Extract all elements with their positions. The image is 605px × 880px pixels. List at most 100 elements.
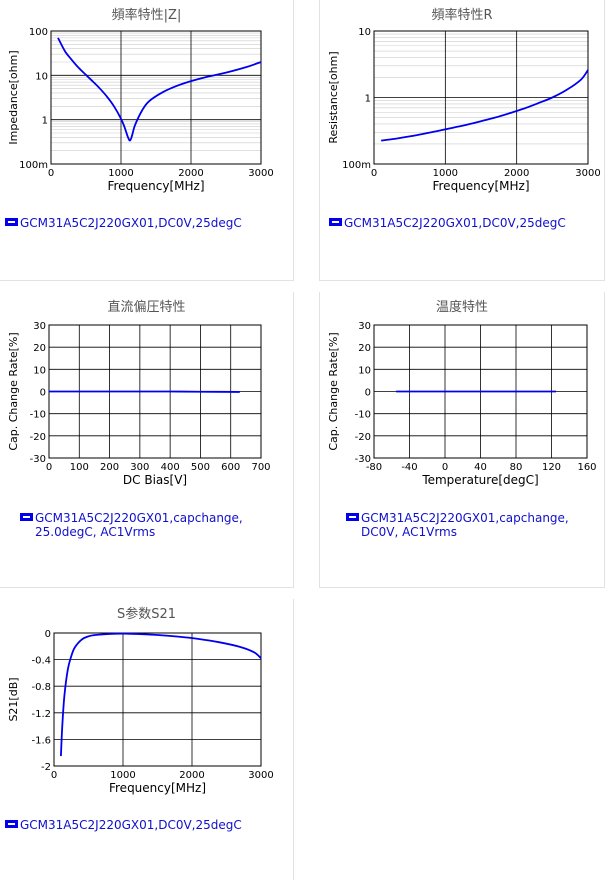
series-line <box>381 69 589 142</box>
y-tick-label: 0 <box>40 388 46 399</box>
chart-title: 直流偏圧特性 <box>107 300 186 315</box>
chart-title: 頻率特性|Z| <box>111 8 182 23</box>
plot-area <box>54 633 261 766</box>
x-axis-label: Frequency[MHz] <box>432 179 529 193</box>
chart-panel-resistance: 頻率特性R 100m 1 10 0 1000 2000 3000 Frequency[MHz]… <box>319 0 605 281</box>
x-tick-label: 0 <box>46 462 52 473</box>
x-tick-label: 2000 <box>504 168 529 179</box>
x-tick-label: 0 <box>51 770 57 781</box>
chart-title: S参数S21 <box>116 607 177 622</box>
x-tick-label: 40 <box>474 462 487 473</box>
series-line <box>60 632 262 757</box>
x-tick-label: 1000 <box>433 168 458 179</box>
chart-panel-impedance: 頻率特性|Z| 100m 1 10 100 0 1000 2000 3000 Frequency… <box>0 0 294 281</box>
x-axis-label: Frequency[MHz] <box>107 179 204 193</box>
y-tick-label: -20 <box>355 432 371 443</box>
x-tick-label: 3000 <box>575 168 600 179</box>
x-tick-label: 120 <box>542 462 561 473</box>
y-tick-label: -30 <box>30 454 46 465</box>
chart-s21: -2 -1.6 -1.2 -0.8 -0.4 0 0 1000 2000 3000 Frequenc… <box>7 629 274 795</box>
x-tick-label: 1000 <box>110 770 135 781</box>
legend-label: GCM31A5C2J220GX01,DC0V,25degC <box>20 216 242 230</box>
y-tick-label: -0.8 <box>31 682 51 693</box>
x-tick-label: 300 <box>130 462 149 473</box>
x-tick-label: 2000 <box>178 168 203 179</box>
y-tick-label: 1 <box>365 94 371 105</box>
y-tick-label: -20 <box>30 432 46 443</box>
y-tick-label: -10 <box>355 410 371 421</box>
plot-frame <box>50 30 262 165</box>
y-tick-label: -1.2 <box>31 709 51 720</box>
x-tick-label: 400 <box>161 462 180 473</box>
legend-label: GCM31A5C2J220GX01,DC0V,25degC <box>20 818 242 832</box>
chart-title: 温度特性 <box>435 300 488 315</box>
x-tick-label: 160 <box>577 462 596 473</box>
x-tick-label: 200 <box>100 462 119 473</box>
legend-label: GCM31A5C2J220GX01,capchange, 25.0degC, A… <box>35 511 243 539</box>
x-axis-label: Temperature[degC] <box>421 473 538 487</box>
y-tick-label: 10 <box>358 365 371 376</box>
x-tick-label: -40 <box>401 462 417 473</box>
y-tick-label: 20 <box>33 343 46 354</box>
legend-swatch-icon <box>346 513 359 521</box>
y-tick-label: -0.4 <box>31 656 51 667</box>
x-tick-label: 100 <box>70 462 89 473</box>
y-tick-label: 100m <box>19 160 48 171</box>
legend-item[interactable]: GCM31A5C2J220GX01,DC0V,25degC <box>5 818 242 832</box>
plot-area <box>51 31 261 164</box>
x-axis-label: Frequency[MHz] <box>109 781 206 795</box>
legend-item[interactable]: GCM31A5C2J220GX01,capchange, DC0V, AC1Vr… <box>346 511 601 539</box>
x-tick-label: 3000 <box>248 770 273 781</box>
x-tick-label: 2000 <box>179 770 204 781</box>
x-tick-label: 0 <box>442 462 448 473</box>
y-tick-label: 0 <box>365 388 371 399</box>
y-tick-label: 100 <box>29 27 48 38</box>
chart-title: 頻率特性R <box>431 8 493 23</box>
legend-item[interactable]: GCM31A5C2J220GX01,capchange, 25.0degC, A… <box>20 511 275 539</box>
y-tick-label: 30 <box>33 321 46 332</box>
x-tick-label: 1000 <box>108 168 133 179</box>
x-tick-label: -80 <box>366 462 382 473</box>
y-tick-label: -30 <box>355 454 371 465</box>
x-axis-label: DC Bias[V] <box>123 473 187 487</box>
y-tick-label: 100m <box>342 160 371 171</box>
y-axis-label: Resistance[ohm] <box>327 51 340 143</box>
y-axis-label: Cap. Change Rate[%] <box>7 332 20 450</box>
legend-item[interactable]: GCM31A5C2J220GX01,DC0V,25degC <box>329 216 566 230</box>
x-tick-label: 600 <box>221 462 240 473</box>
legend-swatch-icon <box>329 218 342 226</box>
chart-panel-temperature: 温度特性 -30 -20 -10 0 10 20 30 -80 -40 0 40 80 120 160 Te… <box>319 292 605 588</box>
legend-label: GCM31A5C2J220GX01,DC0V,25degC <box>344 216 566 230</box>
x-tick-label: 500 <box>191 462 210 473</box>
x-tick-label: 3000 <box>248 168 273 179</box>
y-tick-label: 1 <box>42 116 48 127</box>
series-line <box>57 37 262 142</box>
y-tick-label: 10 <box>33 365 46 376</box>
y-tick-label: -2 <box>41 762 51 773</box>
x-tick-label: 80 <box>510 462 523 473</box>
y-axis-label: Cap. Change Rate[%] <box>327 332 340 450</box>
y-tick-label: 20 <box>358 343 371 354</box>
x-tick-label: 0 <box>48 168 54 179</box>
legend-swatch-icon <box>5 820 18 828</box>
legend-label: GCM31A5C2J220GX01,capchange, DC0V, AC1Vr… <box>361 511 569 539</box>
y-axis-label: Impedance[ohm] <box>7 50 20 144</box>
x-tick-label: 700 <box>251 462 270 473</box>
chart-resistance: 100m 1 10 0 1000 2000 3000 Frequency[MHz] Resist… <box>327 27 601 193</box>
legend-swatch-icon <box>20 513 33 521</box>
y-tick-label: -1.6 <box>31 735 51 746</box>
y-tick-label: 10 <box>35 71 48 82</box>
y-tick-label: -10 <box>30 410 46 421</box>
plot-frame <box>53 632 262 767</box>
chart-panel-dc-bias: 直流偏圧特性 -30 -20 -10 0 10 20 30 0 100 200 300 400 500 6… <box>0 292 294 588</box>
plot-frame <box>373 324 588 459</box>
y-tick-label: 0 <box>45 629 51 640</box>
y-tick-label: 30 <box>358 321 371 332</box>
legend-item[interactable]: GCM31A5C2J220GX01,DC0V,25degC <box>5 216 242 230</box>
x-tick-label: 0 <box>371 168 377 179</box>
chart-temperature: -30 -20 -10 0 10 20 30 -80 -40 0 40 80 120 160 Tempera… <box>327 321 597 487</box>
y-tick-label: 10 <box>358 27 371 38</box>
y-axis-label: S21[dB] <box>7 677 20 721</box>
